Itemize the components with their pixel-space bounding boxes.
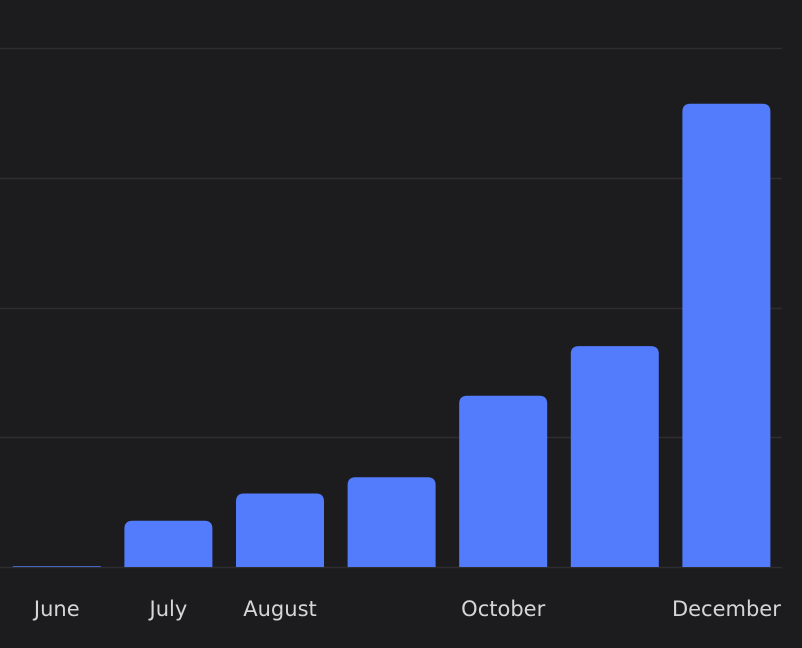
bar-november[interactable] <box>570 346 659 567</box>
bar-december[interactable] <box>682 103 771 567</box>
x-tick-label: August <box>243 597 317 621</box>
x-axis-tick-labels: June July August October December <box>32 597 781 621</box>
bar-june[interactable] <box>12 566 101 567</box>
x-tick-label: December <box>672 597 781 621</box>
bar-august[interactable] <box>236 493 324 567</box>
x-tick-label: June <box>32 597 80 621</box>
bars <box>12 103 771 567</box>
bar-october[interactable] <box>459 395 548 567</box>
bar-july[interactable] <box>124 520 213 567</box>
x-tick-label: October <box>461 597 545 621</box>
x-tick-label: July <box>148 597 188 621</box>
bar-september[interactable] <box>347 477 436 567</box>
